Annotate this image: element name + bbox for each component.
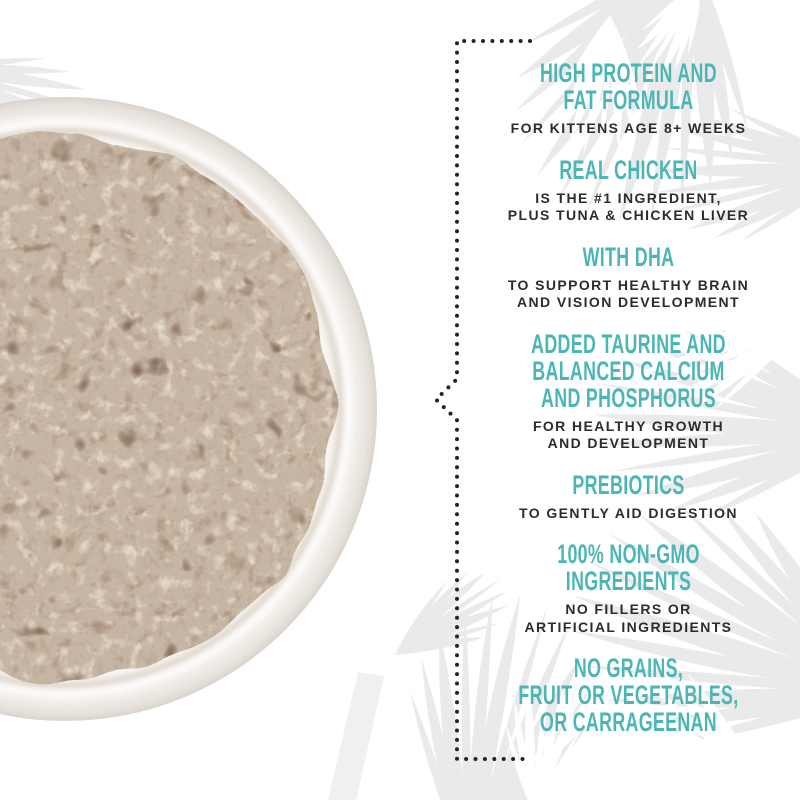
benefit-heading: WITH DHA [582, 241, 675, 272]
benefit-subtext: FOR HEALTHY GROWTH AND DEVELOPMENT [532, 417, 725, 452]
benefit-section-dha: WITH DHA TO SUPPORT HEALTHY BRAIN AND VI… [457, 241, 800, 312]
benefit-heading: ADDED TAURINE AND BALANCED CALCIUM AND P… [531, 328, 726, 413]
bowl-food [0, 136, 335, 680]
food-bowl-photo [0, 97, 377, 721]
benefit-section-protein: HIGH PROTEIN AND FAT FORMULA FOR KITTENS… [457, 60, 800, 138]
benefit-heading: PREBIOTICS [572, 469, 685, 500]
benefit-section-real-chicken: REAL CHICKEN IS THE #1 INGREDIENT, PLUS … [457, 154, 800, 225]
benefit-section-prebiotics: PREBIOTICS TO GENTLY AID DIGESTION [457, 469, 800, 523]
benefit-heading: REAL CHICKEN [559, 154, 698, 185]
benefit-heading: 100% NON-GMO INGREDIENTS [557, 539, 700, 596]
benefit-subtext: IS THE #1 INGREDIENT, PLUS TUNA & CHICKE… [507, 189, 750, 224]
benefit-subtext: NO FILLERS OR ARTIFICIAL INGREDIENTS [524, 601, 733, 635]
benefit-heading: NO GRAINS, FRUIT OR VEGETABLES, OR CARRA… [518, 653, 739, 737]
benefit-section-taurine: ADDED TAURINE AND BALANCED CALCIUM AND P… [457, 328, 800, 453]
benefit-subtext: TO GENTLY AID DIGESTION [519, 504, 738, 521]
benefit-section-non-gmo: 100% NON-GMO INGREDIENTS NO FILLERS OR A… [457, 541, 800, 636]
benefit-subtext: FOR KITTENS AGE 8+ WEEKS [510, 120, 747, 136]
benefit-heading: HIGH PROTEIN AND FAT FORMULA [540, 58, 717, 115]
benefits-list: HIGH PROTEIN AND FAT FORMULA FOR KITTENS… [457, 0, 800, 736]
benefit-subtext: TO SUPPORT HEALTHY BRAIN AND VISION DEVE… [507, 276, 750, 311]
benefit-section-no-grains: NO GRAINS, FRUIT OR VEGETABLES, OR CARRA… [457, 655, 800, 736]
